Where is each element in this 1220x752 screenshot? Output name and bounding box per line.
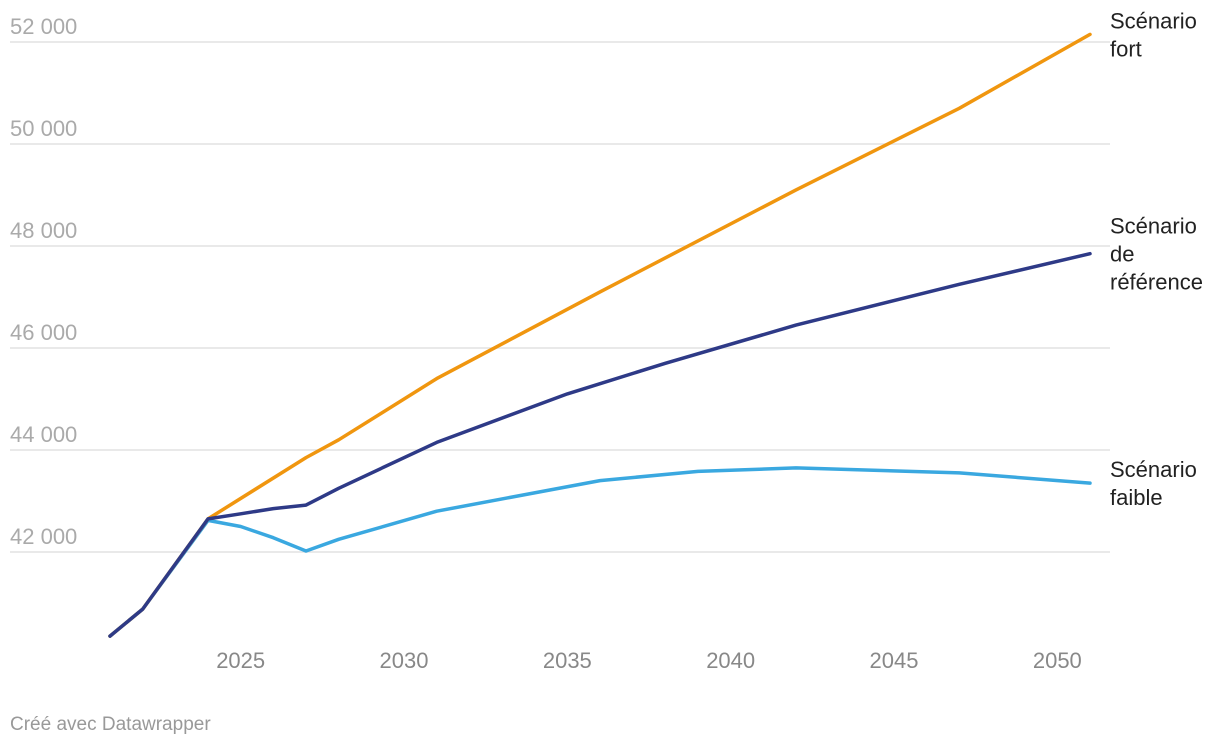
datawrapper-credit[interactable]: Créé avec Datawrapper bbox=[10, 714, 211, 735]
x-tick-label: 2045 bbox=[870, 648, 919, 673]
x-tick-label: 2030 bbox=[380, 648, 429, 673]
series-line-1 bbox=[108, 251, 1092, 638]
y-tick-label: 48 000 bbox=[10, 218, 77, 243]
y-tick-label: 50 000 bbox=[10, 116, 77, 141]
y-axis-tick-labels: 42 000 44 000 46 000 48 000 50 000 52 000 bbox=[10, 14, 77, 549]
series-labels: Scénario fort Scénario de référence Scénario f… bbox=[1110, 8, 1203, 510]
x-axis-tick-labels: 2025 2030 2035 2040 2045 2050 bbox=[216, 648, 1082, 673]
x-tick-label: 2050 bbox=[1033, 648, 1082, 673]
series-line-0 bbox=[108, 32, 1092, 638]
gridlines bbox=[10, 41, 1110, 553]
y-tick-label: 42 000 bbox=[10, 524, 77, 549]
x-tick-label: 2035 bbox=[543, 648, 592, 673]
x-tick-label: 2025 bbox=[216, 648, 265, 673]
series-label-2: Scénario faible bbox=[1110, 457, 1197, 510]
series-label-1: Scénario de référence bbox=[1110, 214, 1203, 295]
y-tick-label: 44 000 bbox=[10, 422, 77, 447]
series-lines bbox=[108, 32, 1092, 638]
y-tick-label: 52 000 bbox=[10, 14, 77, 39]
y-tick-label: 46 000 bbox=[10, 320, 77, 345]
x-tick-label: 2040 bbox=[706, 648, 755, 673]
series-label-0: Scénario fort bbox=[1110, 8, 1197, 61]
